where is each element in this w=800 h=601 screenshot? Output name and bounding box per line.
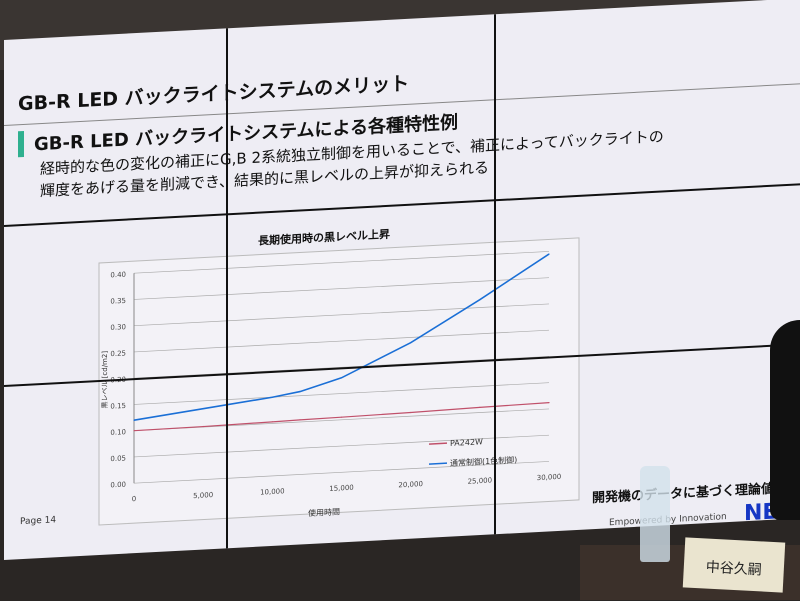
data-point — [340, 416, 343, 418]
y-tick-label: 0.00 — [110, 481, 126, 490]
x-tick-label: 15,000 — [329, 484, 353, 493]
data-point — [340, 377, 343, 379]
page-number: Page 14 — [20, 515, 57, 528]
data-point — [202, 425, 204, 428]
data-point — [271, 421, 273, 423]
gridline — [134, 251, 549, 274]
plot-frame — [98, 237, 580, 526]
data-point — [299, 390, 301, 393]
x-tick-label: 25,000 — [468, 476, 492, 485]
y-tick-label: 0.15 — [110, 402, 126, 411]
y-tick-label: 0.30 — [110, 323, 126, 332]
x-tick-label: 10,000 — [260, 487, 284, 496]
x-tick-label: 20,000 — [398, 480, 422, 489]
data-point — [410, 342, 412, 344]
gridline — [134, 382, 549, 405]
display-bezel — [494, 14, 496, 535]
series-line-0 — [133, 402, 550, 432]
data-point — [548, 253, 550, 255]
name-plate: 中谷久嗣 — [682, 537, 786, 593]
data-point — [202, 408, 204, 410]
x-tick-label: 30,000 — [537, 473, 561, 482]
x-tick-label: 5,000 — [193, 491, 213, 500]
legend-swatch — [429, 462, 447, 465]
y-tick-label: 0.40 — [110, 271, 126, 280]
chart-title: 長期使用時の黒レベル上昇 — [258, 227, 390, 248]
legend-swatch — [429, 442, 447, 445]
water-bottle — [640, 466, 670, 562]
legend-label: 通常制御(1色制御) — [450, 454, 517, 468]
gridline — [134, 461, 549, 484]
legend-label: PA242W — [450, 437, 483, 448]
display-bezel — [226, 28, 228, 549]
projected-slide: GB-R LED バックライトシステムのメリット GB-R LED バックライト… — [4, 0, 800, 560]
data-point — [133, 419, 135, 421]
gridline — [134, 277, 549, 300]
x-tick-label: 0 — [132, 495, 136, 503]
y-tick-label: 0.25 — [110, 349, 126, 358]
data-point — [479, 299, 481, 301]
y-tick-label: 0.10 — [110, 428, 126, 437]
data-point — [133, 430, 135, 432]
person-silhouette — [770, 320, 800, 520]
data-point — [271, 396, 273, 398]
chart: 長期使用時の黒レベル上昇0.000.050.100.150.200.250.30… — [98, 227, 580, 526]
data-point — [479, 406, 481, 408]
gridline — [134, 434, 549, 458]
gridline — [134, 329, 549, 353]
series-line-1 — [133, 253, 550, 421]
y-tick-label: 0.05 — [110, 454, 126, 463]
gridline — [134, 303, 549, 327]
data-point — [548, 402, 550, 404]
x-axis-label: 使用時間 — [308, 506, 340, 518]
y-tick-label: 0.35 — [110, 297, 126, 306]
data-point — [410, 411, 412, 414]
data-point — [299, 419, 301, 421]
